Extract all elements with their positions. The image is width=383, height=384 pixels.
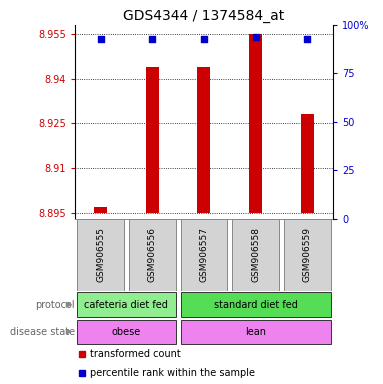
Bar — [181, 218, 227, 291]
Bar — [94, 207, 107, 213]
Text: cafeteria diet fed: cafeteria diet fed — [85, 300, 168, 310]
Title: GDS4344 / 1374584_at: GDS4344 / 1374584_at — [123, 8, 285, 23]
Bar — [198, 67, 210, 213]
Text: lean: lean — [245, 327, 266, 337]
Bar — [232, 218, 279, 291]
Text: GSM906555: GSM906555 — [96, 227, 105, 282]
Bar — [77, 218, 124, 291]
Text: disease state: disease state — [10, 327, 75, 337]
Text: GSM906559: GSM906559 — [303, 227, 312, 282]
Text: percentile rank within the sample: percentile rank within the sample — [90, 368, 255, 378]
Bar — [77, 319, 175, 344]
Text: transformed count: transformed count — [90, 349, 181, 359]
Text: GSM906558: GSM906558 — [251, 227, 260, 282]
Point — [253, 33, 259, 40]
Point — [201, 35, 207, 41]
Bar — [146, 67, 159, 213]
Text: protocol: protocol — [36, 300, 75, 310]
Point — [149, 35, 155, 41]
Point — [97, 35, 103, 41]
Bar — [181, 319, 331, 344]
Point — [304, 35, 311, 41]
Text: GSM906557: GSM906557 — [200, 227, 208, 282]
Bar — [129, 218, 175, 291]
Text: obese: obese — [112, 327, 141, 337]
Bar — [284, 218, 331, 291]
Text: GSM906556: GSM906556 — [148, 227, 157, 282]
Text: standard diet fed: standard diet fed — [214, 300, 298, 310]
Bar — [181, 293, 331, 317]
Bar — [77, 293, 175, 317]
Bar — [301, 114, 314, 213]
Bar — [249, 34, 262, 213]
